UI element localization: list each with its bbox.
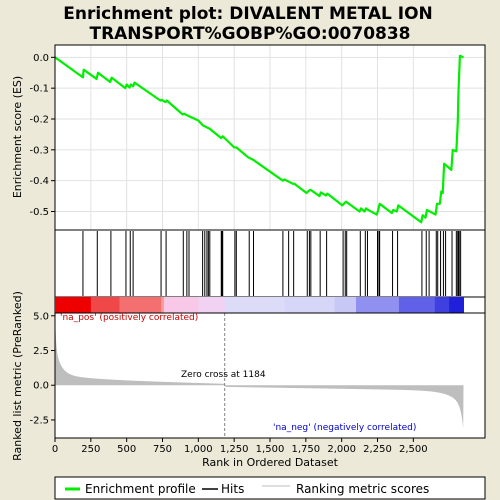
heatmap-segment — [55, 297, 92, 313]
heatmap-segment — [224, 297, 285, 313]
x-tick-label: 2,250 — [363, 444, 392, 455]
legend-label-enrichment-profile: Enrichment profile — [85, 482, 196, 496]
pos-label: 'na_pos' (positively correlated) — [60, 313, 198, 323]
heatmap-segment — [434, 297, 450, 313]
es-tick-label: -0.5 — [29, 207, 49, 218]
heatmap-segment — [90, 297, 120, 313]
metric-tick-label: 5.0 — [33, 311, 49, 322]
heatmap-segment — [163, 297, 199, 313]
es-tick-label: -0.3 — [29, 145, 49, 156]
metric-tick-label: 0.0 — [33, 381, 49, 392]
heatmap-segment — [399, 297, 436, 313]
x-tick-label: 1,000 — [184, 444, 213, 455]
metric-tick-label: 2.5 — [33, 346, 49, 357]
es-tick-label: -0.1 — [29, 84, 49, 95]
chart-title-line2: TRANSPORT%GOBP%GO:0070838 — [89, 24, 410, 44]
legend-label-hits: Hits — [221, 482, 244, 496]
enrichment-profile-line — [55, 54, 464, 224]
legend-box — [54, 476, 486, 500]
es-tick-label: -0.2 — [29, 115, 49, 126]
zero-cross-label: Zero cross at 1184 — [181, 370, 266, 380]
heatmap-segment — [284, 297, 335, 313]
heatmap-segment — [356, 297, 400, 313]
heatmap-segment — [334, 297, 357, 313]
x-tick-label: 1,250 — [220, 444, 249, 455]
hits-layer — [82, 231, 462, 296]
x-axis: 0 250 500 750 1,000 1,250 1,500 1,750 2,000 2,250… — [52, 438, 428, 455]
x-tick-label: 1,750 — [292, 444, 321, 455]
neg-label: 'na_neg' (negatively correlated) — [273, 423, 416, 433]
metric-axis-title: Ranked list metric (PreRanked) — [11, 291, 24, 461]
legend-label-ranking-metric: Ranking metric scores — [296, 482, 429, 496]
x-tick-label: 0 — [52, 444, 58, 455]
x-tick-label: 2,500 — [399, 444, 428, 455]
legend-item-hits: Hits — [202, 482, 244, 496]
metric-layer — [55, 313, 464, 438]
es-axis-title: Enrichment score (ES) — [11, 76, 24, 198]
chart-title-line1: Enrichment plot: DIVALENT METAL ION — [63, 4, 433, 24]
es-y-axis: 0.0 -0.1 -0.2 -0.3 -0.4 -0.5 — [29, 53, 55, 218]
es-tick-label: 0.0 — [33, 53, 49, 64]
x-tick-label: 1,500 — [256, 444, 285, 455]
x-tick-label: 750 — [153, 444, 172, 455]
metric-panel — [54, 312, 486, 439]
x-tick-label: 2,000 — [327, 444, 356, 455]
heatmap-segment — [161, 297, 165, 313]
metric-y-axis: 5.0 2.5 0.0 -2.5 — [29, 311, 55, 426]
x-axis-title: Rank in Ordered Dataset — [202, 456, 339, 469]
heatmap-segment — [449, 297, 464, 313]
x-tick-label: 500 — [117, 444, 136, 455]
x-tick-label: 250 — [81, 444, 100, 455]
es-layer — [55, 54, 464, 224]
heatmap-segment — [119, 297, 162, 313]
hits-panel — [54, 229, 486, 298]
es-tick-label: -0.4 — [29, 176, 49, 187]
heatmap-segment — [198, 297, 226, 313]
legend-item-ranking-metric: Ranking metric scores — [262, 482, 429, 496]
legend-item-enrichment-profile: Enrichment profile — [65, 482, 196, 496]
heatmap-bar — [55, 297, 464, 313]
metric-tick-label: -2.5 — [29, 415, 49, 426]
